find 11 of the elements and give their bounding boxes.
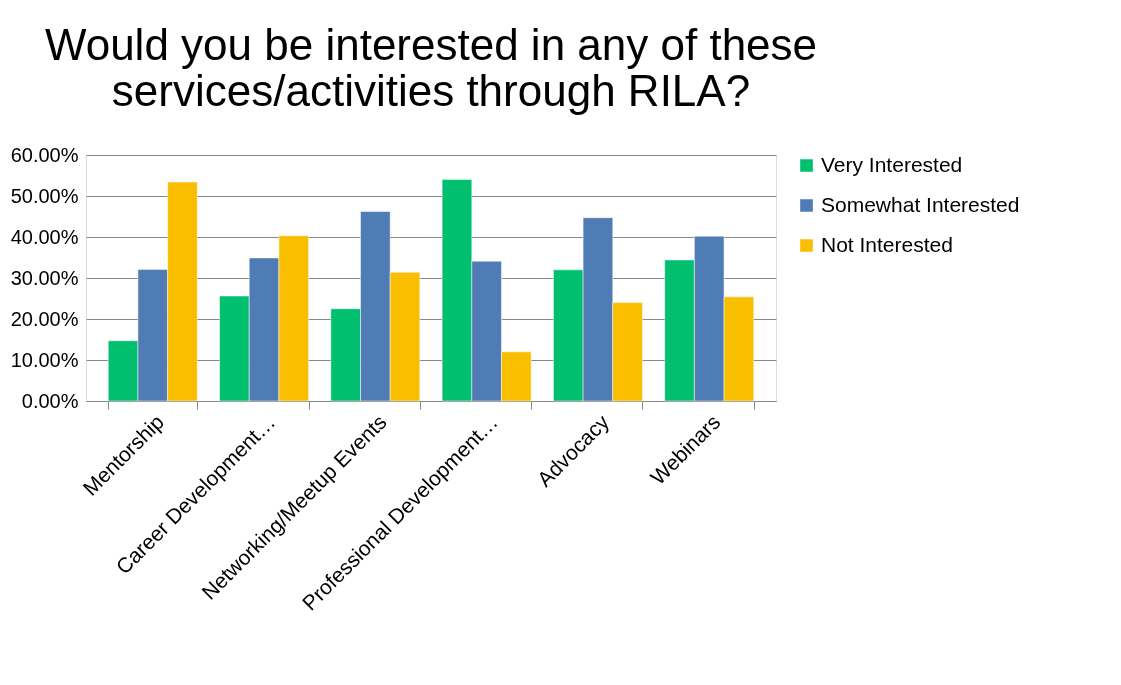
y-tick-label: 40.00% [10,225,79,248]
legend-label: Very Interested [821,152,963,176]
text: Would you be interested in any of these [44,20,818,69]
legend-label: Somewhat Interested [821,192,1020,216]
y-tick-label: 60.00% [10,143,79,166]
y-tick-label: 10.00% [10,348,79,371]
y-tick-label: 0.00% [21,389,79,412]
y-tick-label: 50.00% [10,184,79,207]
y-tick-label: 30.00% [10,266,79,289]
legend-label: Not Interested [821,232,953,256]
y-tick-label: 20.00% [10,307,79,330]
